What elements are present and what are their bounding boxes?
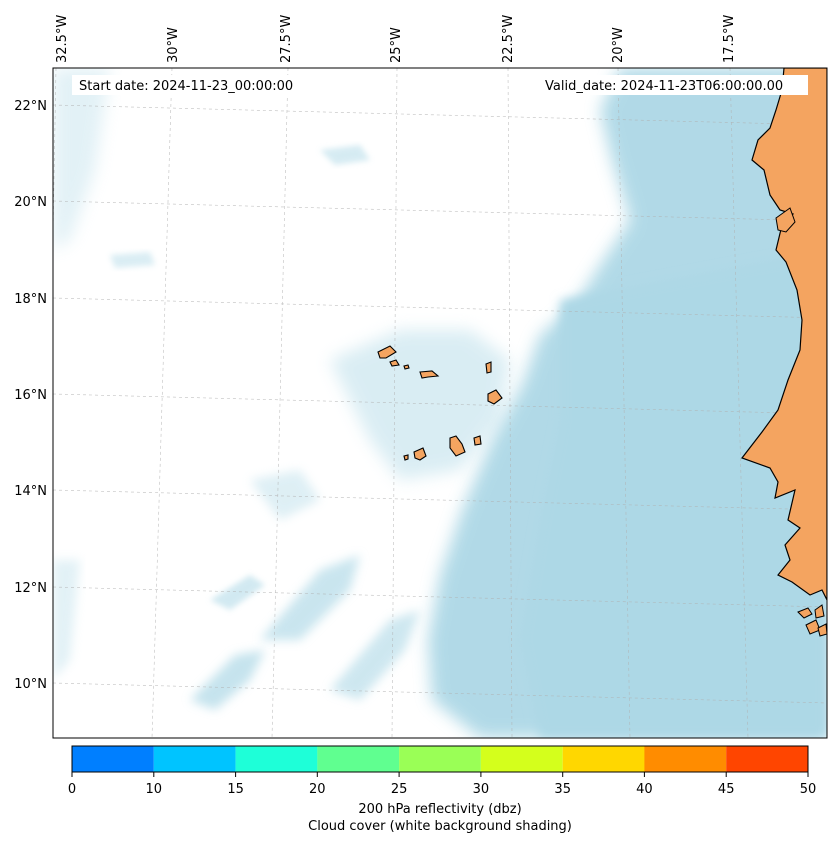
cloud-streak-4 — [210, 575, 265, 610]
lat-tick-16n: 16°N — [14, 388, 47, 403]
cloud-patch-north-2 — [110, 252, 155, 268]
lon-tick-30w: 30°W — [166, 27, 181, 63]
lon-tick-22-5w: 22.5°W — [501, 15, 516, 63]
lon-tick-27-5w: 27.5°W — [279, 15, 294, 63]
bissagos-island-4 — [817, 623, 827, 637]
cb-tick-10: 10 — [146, 782, 163, 797]
cb-tick-35: 35 — [554, 782, 571, 797]
cb-tick-45: 45 — [718, 782, 735, 797]
island-sao-vicente — [389, 359, 400, 367]
cb-tick-20: 20 — [309, 782, 326, 797]
cloud-streak-3 — [330, 610, 420, 700]
map-frame — [52, 67, 828, 739]
cape-verde-islands — [377, 345, 503, 461]
lat-tick-14n: 14°N — [14, 484, 47, 499]
colorbar-segment-8 — [644, 746, 727, 772]
lon-tick-25w: 25°W — [389, 27, 404, 63]
island-santo-antao — [377, 345, 397, 359]
colorbar-frame — [71, 745, 809, 773]
africa-coast-land — [741, 68, 827, 601]
island-boa-vista — [487, 389, 503, 405]
colorbar-segment-2 — [153, 746, 236, 772]
valid-date-label: Valid_date: 2024-11-23T06:00:00.00 — [545, 79, 783, 94]
colorbar-segment-4 — [317, 746, 400, 772]
island-fogo — [413, 447, 427, 461]
colorbar-label-cloud-cover: Cloud cover (white background shading) — [308, 819, 572, 834]
colorbar-segment-5 — [399, 746, 481, 772]
colorbar-segment-9 — [726, 746, 808, 772]
island-sao-nicolau — [419, 370, 440, 379]
bissagos-island-1 — [797, 607, 813, 619]
cloud-cover-shading — [53, 68, 827, 738]
colorbar: 0 10 15 20 25 30 35 40 45 50 200 hPa ref… — [68, 745, 816, 834]
start-date-box — [72, 75, 312, 95]
cloud-west-strip — [53, 560, 80, 680]
colorbar-tick-marks — [71, 772, 809, 777]
lat-tick-12n: 12°N — [14, 581, 47, 596]
latitude-ticks: 22°N 20°N 18°N 16°N 14°N 12°N 10°N — [14, 99, 47, 692]
cloud-band-east — [520, 250, 827, 738]
colorbar-segment-3 — [235, 746, 318, 772]
island-santa-luzia — [403, 364, 410, 370]
cloud-streak-2 — [260, 555, 360, 640]
colorbar-tick-labels: 0 10 15 20 25 30 35 40 45 50 — [68, 782, 816, 797]
cb-tick-0: 0 — [68, 782, 76, 797]
africa-coast-inlet — [775, 207, 796, 233]
cb-tick-40: 40 — [636, 782, 653, 797]
valid-date-box — [538, 75, 808, 95]
lon-tick-32-5w: 32.5°W — [55, 15, 70, 63]
lat-tick-18n: 18°N — [14, 292, 47, 307]
island-santiago — [449, 435, 466, 457]
cb-tick-25: 25 — [391, 782, 408, 797]
cloud-patch-north — [320, 145, 370, 165]
bissagos-island-3 — [814, 604, 825, 619]
start-date-label: Start date: 2024-11-23_00:00:00 — [79, 79, 293, 94]
cloud-streak-1 — [190, 650, 265, 710]
colorbar-segment-7 — [562, 746, 645, 772]
island-maio — [473, 435, 482, 446]
map-panel: Start date: 2024-11-23_00:00:00 Valid_da… — [53, 68, 827, 738]
colorbar-label-reflectivity: 200 hPa reflectivity (dbz) — [358, 802, 521, 817]
gridlines — [53, 68, 827, 738]
cloud-islands-plume — [330, 330, 510, 480]
colorbar-segment-1 — [72, 746, 154, 772]
cb-tick-30: 30 — [473, 782, 490, 797]
lat-tick-20n: 20°N — [14, 195, 47, 210]
longitude-ticks: 32.5°W 30°W 27.5°W 25°W 22.5°W 20°W 17.5… — [55, 15, 737, 63]
lat-tick-10n: 10°N — [14, 677, 47, 692]
lon-tick-17-5w: 17.5°W — [722, 15, 737, 63]
cb-tick-50: 50 — [800, 782, 817, 797]
colorbar-segment-6 — [480, 746, 563, 772]
lon-tick-20w: 20°W — [611, 27, 626, 63]
island-brava — [403, 454, 409, 461]
island-sal — [485, 361, 492, 374]
cloud-patch-mid — [250, 470, 320, 520]
cb-tick-15: 15 — [227, 782, 244, 797]
cloud-west-edge — [53, 68, 110, 250]
lat-tick-22n: 22°N — [14, 99, 47, 114]
